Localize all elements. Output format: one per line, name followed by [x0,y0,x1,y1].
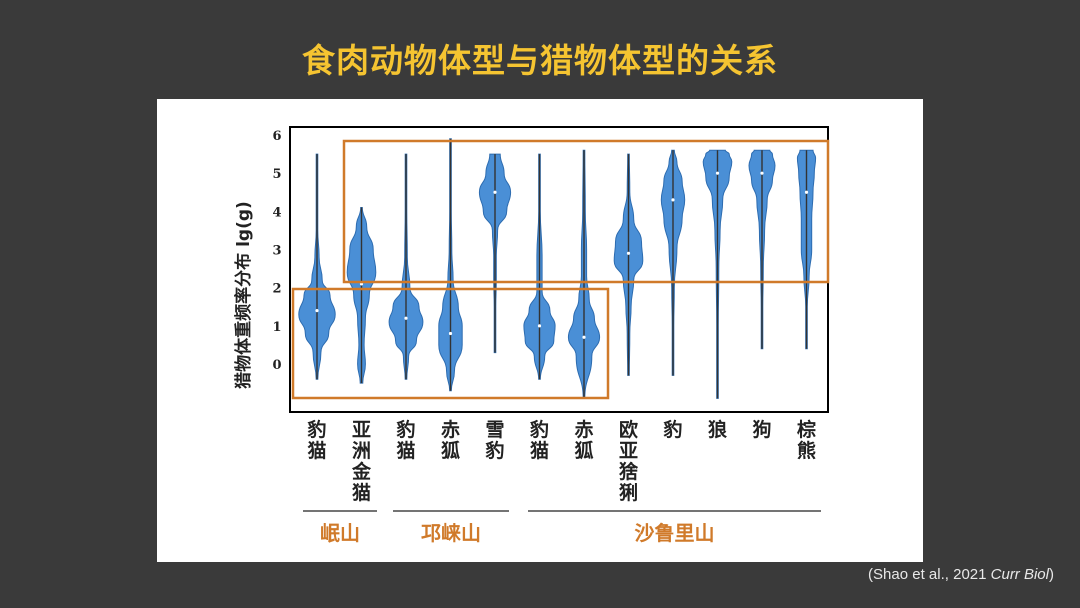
category-label: 豹猫 [529,418,549,462]
highlight-box-small-prey [291,287,610,400]
violin-median [582,335,586,339]
violin-median [760,171,764,175]
category-label: 棕熊 [797,418,816,462]
violin-median [671,198,675,202]
category-label: 狗 [752,418,771,441]
y-tick-label: 0 [272,358,281,373]
y-tick-label: 5 [272,167,281,182]
category-label: 赤狐 [574,419,593,462]
citation: (Shao et al., 2021 Curr Biol) [868,566,1054,583]
category-label: 亚洲金猫 [351,419,372,504]
y-tick-label: 2 [272,282,281,297]
violin-median [537,324,542,328]
violin-median [448,331,453,336]
violin-median [493,190,497,194]
group-label: 岷山 [320,521,360,545]
category-label: 欧亚猞猁 [618,418,639,504]
citation-journal: Curr Biol [990,566,1049,583]
category-label: 豹猫 [395,418,415,462]
violin-median [315,308,319,313]
violin-median [804,190,809,194]
group-label: 邛崃山 [421,521,481,545]
violin-median [404,316,408,320]
slide-title: 食肉动物体型与猎物体型的关系 [302,41,778,80]
citation-prefix: (Shao et al., 2021 [868,566,991,583]
category-label: 豹 [662,418,682,441]
violin-median [626,251,631,255]
y-tick-label: 4 [272,205,281,220]
category-label: 豹猫 [306,418,326,462]
highlight-box-large-prey [342,139,830,284]
group-label: 沙鲁里山 [635,521,715,545]
y-tick-label: 1 [272,320,281,335]
y-tick-label: 3 [272,244,281,259]
category-label: 雪豹 [484,419,504,462]
chart-panel: 6 5 4 3 2 1 0 猎物体重频率分布 lg(g) 豹猫 亚洲金猫 豹猫 赤狐 雪豹 豹猫 赤狐 欧亚猞… [157,99,923,562]
y-tick-label: 6 [272,129,281,144]
y-axis-label: 猎物体重频率分布 lg(g) [233,201,254,389]
category-label: 狼 [708,418,728,441]
violin-median [715,171,720,175]
category-label: 赤狐 [441,419,460,462]
citation-suffix: ) [1049,566,1054,583]
